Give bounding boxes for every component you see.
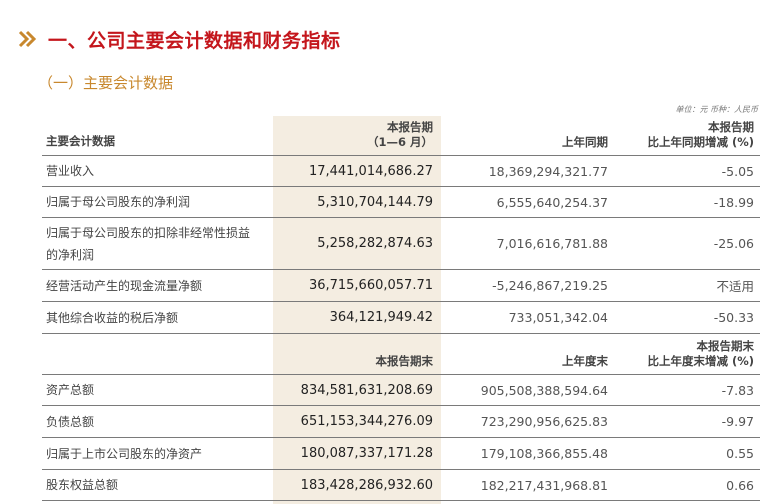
row-label: 营业收入 [46,164,95,178]
double-chevron-icon [18,30,37,48]
table-row: 负债总额 651,153,344,276.09 723,290,956,625.… [42,406,760,438]
table-row: 资产总额 834,581,631,208.69 905,508,388,594.… [42,375,760,406]
table-row: 归属于母公司股东的净利润 5,310,704,144.79 6,555,640,… [42,187,760,218]
header-prior-year-end: 上年度末 [562,354,608,368]
current-value: 5,310,704,144.79 [317,194,433,210]
table-row: 股东权益总额 183,428,286,932.60 182,217,431,96… [42,470,760,501]
change-value: 不适用 [716,279,754,294]
current-value: 834,581,631,208.69 [300,382,433,398]
prior-value: 182,217,431,968.81 [480,477,608,493]
row-label: 归属于母公司股东的净利润 [46,195,191,209]
change-value: 0.66 [726,477,754,493]
change-value: -9.97 [721,414,754,429]
header-period-end: 本报告期末 [375,354,434,368]
prior-value: 905,508,388,594.64 [480,382,608,398]
table-row: 归属于母公司股东的扣除非经常性损益 的净利润 5,258,282,874.63 … [42,218,760,270]
row-label: 股东权益总额 [46,478,119,492]
section-heading: 一、公司主要会计数据和财务指标 [18,24,341,54]
current-value: 364,121,949.42 [329,310,433,325]
change-value: -25.06 [713,236,754,251]
subheading: （一）主要会计数据 [38,74,174,92]
current-value: 36,715,660,057.71 [308,278,433,293]
current-value: 183,428,286,932.60 [300,477,433,493]
row-label: 归属于母公司股东的扣除非经常性损益 的净利润 [46,225,251,262]
header-change: 本报告期末 比上年度末增减 (%) [647,339,754,368]
header-prior-period: 上年同期 [562,135,608,149]
prior-value: -5,246,867,219.25 [492,278,608,293]
header-change: 本报告期 比上年同期增减 (%) [647,120,754,149]
table-row: 其他综合收益的税后净额 364,121,949.42 733,051,342.0… [42,302,760,334]
change-value: -7.83 [721,382,754,398]
table-row: 经营活动产生的现金流量净额 36,715,660,057.71 -5,246,8… [42,270,760,302]
table-row: 营业收入 17,441,014,686.27 18,369,294,321.77… [42,156,760,187]
heading-title: 一、公司主要会计数据和财务指标 [48,29,341,52]
header-item-empty [42,371,273,374]
prior-value: 7,016,616,781.88 [496,236,608,251]
table-row: 归属于上市公司股东的净资产 180,087,337,171.28 179,108… [42,438,760,470]
row-label: 经营活动产生的现金流量净额 [46,278,203,293]
current-period-highlight [273,116,441,504]
row-label: 归属于上市公司股东的净资产 [46,446,203,461]
table-header: 本报告期末 上年度末 本报告期末 比上年度末增减 (%) [42,334,760,375]
change-value: 0.55 [726,446,754,461]
prior-value: 18,369,294,321.77 [488,163,608,179]
header-current-period: 本报告期 （1—6 月） [366,120,433,149]
unit-note: 单位：元 币种：人民币 [675,105,758,114]
change-value: -18.99 [713,194,754,210]
prior-value: 6,555,640,254.37 [496,194,608,210]
current-value: 17,441,014,686.27 [308,163,433,179]
prior-value: 723,290,956,625.83 [480,414,608,429]
table-header: 主要会计数据 本报告期 （1—6 月） 上年同期 本报告期 比上年同期增减 (%… [42,116,760,156]
row-label: 其他综合收益的税后净额 [46,310,179,325]
accounting-data-table: 主要会计数据 本报告期 （1—6 月） 上年同期 本报告期 比上年同期增减 (%… [42,116,760,501]
current-value: 5,258,282,874.63 [317,236,433,251]
header-item: 主要会计数据 [46,134,115,148]
change-value: -5.05 [721,163,754,179]
row-label: 资产总额 [46,383,95,397]
current-value: 651,153,344,276.09 [300,414,433,429]
current-value: 180,087,337,171.28 [300,446,433,461]
row-label: 负债总额 [46,414,95,429]
prior-value: 179,108,366,855.48 [480,446,608,461]
change-value: -50.33 [713,310,754,325]
prior-value: 733,051,342.04 [508,310,608,325]
